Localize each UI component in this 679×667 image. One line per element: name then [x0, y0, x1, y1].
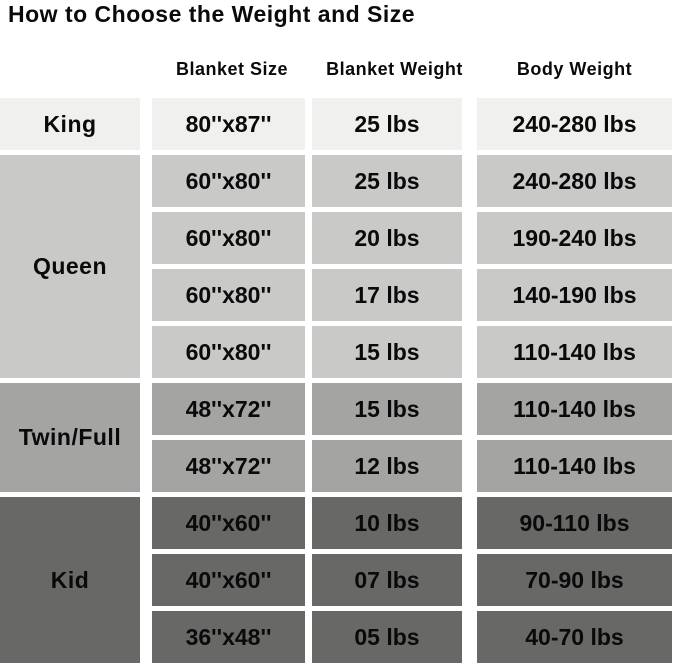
body-weight-cell: 90-110 lbs [477, 497, 672, 549]
table-row: 36''x48'' 05 lbs 40-70 lbs [152, 611, 672, 663]
blanket-weight-cell: 15 lbs [312, 326, 462, 378]
blanket-weight-cell: 17 lbs [312, 269, 462, 321]
group-label-twin-full: Twin/Full [0, 383, 140, 492]
table-row: 80''x87'' 25 lbs 240-280 lbs [152, 98, 672, 150]
body-weight-cell: 110-140 lbs [477, 326, 672, 378]
group-twin-full: Twin/Full 48''x72'' 15 lbs 110-140 lbs 4… [0, 383, 672, 492]
column-header-body-weight: Body Weight [516, 58, 633, 79]
table-row: 48''x72'' 12 lbs 110-140 lbs [152, 440, 672, 492]
blanket-size-cell: 40''x60'' [152, 554, 305, 606]
table-row: 60''x80'' 25 lbs 240-280 lbs [152, 155, 672, 207]
body-weight-cell: 190-240 lbs [477, 212, 672, 264]
table-row: 60''x80'' 15 lbs 110-140 lbs [152, 326, 672, 378]
blanket-size-cell: 40''x60'' [152, 497, 305, 549]
group-kid: Kid 40''x60'' 10 lbs 90-110 lbs 40''x60'… [0, 497, 672, 663]
body-weight-cell: 110-140 lbs [477, 383, 672, 435]
body-weight-cell: 240-280 lbs [477, 98, 672, 150]
blanket-weight-cell: 05 lbs [312, 611, 462, 663]
blanket-size-cell: 48''x72'' [152, 383, 305, 435]
size-weight-table: Blanket Size Blanket Weight Body Weight … [0, 53, 672, 663]
group-king: King 80''x87'' 25 lbs 240-280 lbs [0, 98, 672, 150]
blanket-weight-cell: 15 lbs [312, 383, 462, 435]
column-header-blanket-weight: Blanket Weight [326, 58, 463, 79]
group-label-queen: Queen [0, 155, 140, 378]
blanket-size-cell: 60''x80'' [152, 326, 305, 378]
blanket-size-cell: 80''x87'' [152, 98, 305, 150]
body-weight-cell: 110-140 lbs [477, 440, 672, 492]
group-label-king: King [0, 98, 140, 150]
blanket-weight-cell: 25 lbs [312, 98, 462, 150]
group-queen: Queen 60''x80'' 25 lbs 240-280 lbs 60''x… [0, 155, 672, 378]
column-header-blanket-size: Blanket Size [175, 58, 289, 79]
table-row: 48''x72'' 15 lbs 110-140 lbs [152, 383, 672, 435]
blanket-size-cell: 60''x80'' [152, 155, 305, 207]
blanket-size-cell: 60''x80'' [152, 269, 305, 321]
body-weight-cell: 70-90 lbs [477, 554, 672, 606]
group-label-kid: Kid [0, 497, 140, 663]
blanket-size-cell: 36''x48'' [152, 611, 305, 663]
table-row: 60''x80'' 17 lbs 140-190 lbs [152, 269, 672, 321]
blanket-weight-cell: 12 lbs [312, 440, 462, 492]
page-title: How to Choose the Weight and Size [8, 1, 416, 27]
body-weight-cell: 240-280 lbs [477, 155, 672, 207]
blanket-weight-cell: 07 lbs [312, 554, 462, 606]
body-weight-cell: 140-190 lbs [477, 269, 672, 321]
body-weight-cell: 40-70 lbs [477, 611, 672, 663]
blanket-size-cell: 48''x72'' [152, 440, 305, 492]
blanket-weight-cell: 10 lbs [312, 497, 462, 549]
table-header-row: Blanket Size Blanket Weight Body Weight [0, 53, 672, 85]
table-row: 60''x80'' 20 lbs 190-240 lbs [152, 212, 672, 264]
table-row: 40''x60'' 07 lbs 70-90 lbs [152, 554, 672, 606]
blanket-weight-cell: 20 lbs [312, 212, 462, 264]
table-row: 40''x60'' 10 lbs 90-110 lbs [152, 497, 672, 549]
blanket-size-cell: 60''x80'' [152, 212, 305, 264]
blanket-weight-cell: 25 lbs [312, 155, 462, 207]
